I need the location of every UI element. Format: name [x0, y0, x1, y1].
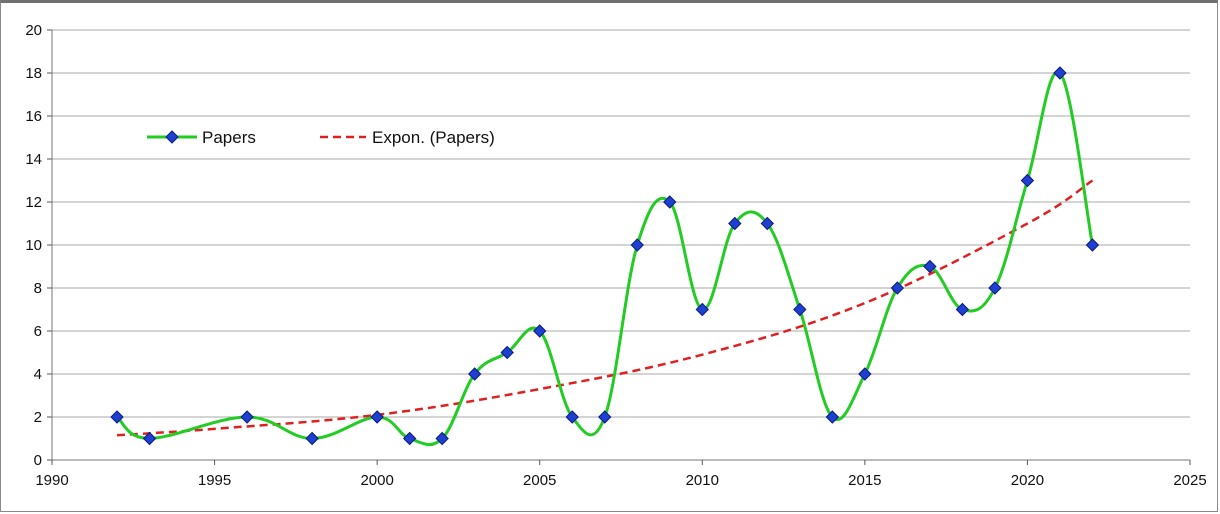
data-point-marker: [825, 410, 840, 424]
series-expon-papers-trendline: [116, 179, 1094, 437]
y-tick-label: 2: [34, 409, 42, 426]
y-tick-label: 10: [25, 237, 42, 254]
y-tick-label: 8: [34, 280, 42, 297]
data-point-marker: [1053, 66, 1067, 80]
data-point-marker: [955, 302, 970, 317]
data-point-marker: [695, 302, 709, 317]
legend-trend-label: Expon. (Papers): [372, 128, 495, 147]
y-tick-label: 6: [34, 323, 42, 340]
data-point-marker: [467, 367, 482, 381]
axes: [47, 29, 1191, 465]
y-tick-label: 18: [25, 65, 42, 82]
data-point-marker: [728, 216, 742, 231]
y-tick-label: 20: [25, 22, 42, 39]
legend: Papers Expon. (Papers): [147, 128, 495, 147]
data-point-marker: [760, 216, 775, 231]
y-tick-label: 16: [25, 108, 42, 125]
data-point-marker: [370, 410, 384, 424]
data-point-marker: [565, 410, 579, 424]
x-tick-label: 1995: [198, 472, 231, 489]
x-tick-label: 2025: [1173, 472, 1206, 489]
data-point-marker: [890, 281, 905, 295]
data-point-marker: [533, 324, 547, 338]
y-tick-label: 12: [25, 194, 42, 211]
y-tick-label: 4: [34, 366, 42, 383]
data-point-marker: [500, 345, 514, 360]
data-point-marker: [858, 367, 872, 381]
series: [110, 66, 1100, 447]
legend-papers-marker: [165, 130, 179, 144]
x-tick-labels: 1990 1995 2000 2005 2010 2015 2020 2025: [35, 472, 1206, 489]
x-tick-label: 2020: [1011, 472, 1044, 489]
data-point-marker: [240, 410, 254, 424]
data-point-marker: [663, 195, 677, 209]
legend-papers-label: Papers: [202, 128, 256, 147]
series-papers-line: [116, 70, 1094, 447]
x-tick-label: 2015: [848, 472, 881, 489]
data-point-marker: [793, 302, 807, 317]
data-point-marker: [988, 281, 1002, 295]
data-point-marker: [305, 431, 319, 446]
gridlines: [52, 29, 1190, 418]
data-point-marker: [402, 431, 417, 446]
data-point-marker: [1085, 238, 1100, 252]
x-tick-label: 1990: [35, 472, 68, 489]
y-tick-labels: 0 2 4 6 8 10 12 14 16 18 20: [25, 22, 42, 469]
x-tick-label: 2010: [686, 472, 719, 489]
y-tick-label: 0: [34, 452, 42, 469]
data-point-marker: [435, 431, 449, 446]
data-point-marker: [110, 410, 124, 424]
data-point-marker: [142, 431, 157, 446]
data-point-marker: [923, 259, 937, 274]
data-point-marker: [1020, 173, 1035, 188]
y-tick-label: 14: [25, 151, 42, 168]
x-tick-label: 2005: [523, 472, 556, 489]
data-point-marker: [630, 238, 644, 252]
data-point-marker: [598, 410, 612, 424]
x-tick-label: 2000: [360, 472, 393, 489]
